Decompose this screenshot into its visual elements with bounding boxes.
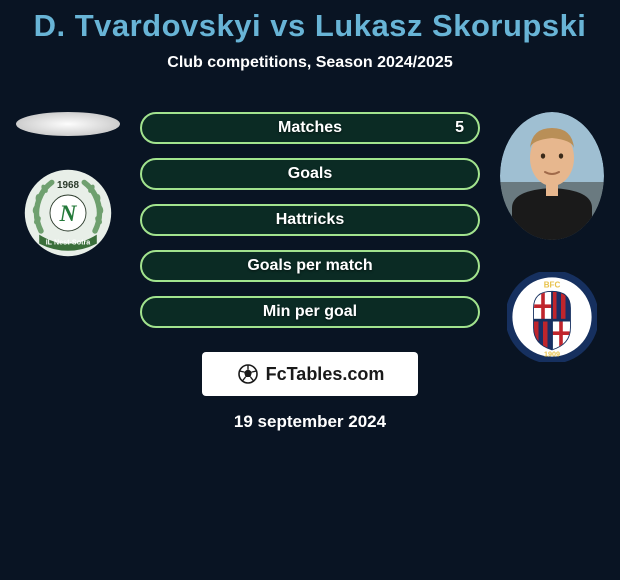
club-year: 1909: [544, 350, 560, 359]
player-left-column: 1968 N IL Nest-Sotra: [8, 112, 128, 258]
stat-label: Goals: [288, 165, 332, 183]
bologna-badge-icon: BFC 1909: [507, 272, 597, 362]
player-left-avatar-placeholder: [16, 112, 120, 136]
nest-sotra-badge-icon: 1968 N IL Nest-Sotra: [23, 168, 113, 258]
club-letter: N: [59, 201, 78, 227]
stat-value-right: 5: [455, 119, 464, 137]
stat-bar: Goals per match: [140, 250, 480, 282]
title-text: D. Tvardovskyi vs Lukasz Skorupski: [34, 8, 587, 43]
attribution-text: FcTables.com: [266, 364, 385, 385]
player-right-column: BFC 1909: [492, 112, 612, 362]
club-initials: BFC: [544, 280, 561, 289]
stat-bar: Hattricks: [140, 204, 480, 236]
player-right-avatar: [500, 112, 604, 240]
stat-bar: Goals: [140, 158, 480, 190]
player-portrait-icon: [500, 112, 604, 240]
player-right-club-badge: BFC 1909: [507, 272, 597, 362]
stat-bars: Matches 5 Goals Hattricks Goals per match Min…: [140, 112, 480, 328]
stat-label: Matches: [278, 119, 342, 137]
stat-label: Hattricks: [276, 211, 344, 229]
stat-label: Goals per match: [247, 257, 372, 275]
soccer-ball-icon: [236, 362, 260, 386]
club-year: 1968: [57, 180, 79, 191]
stat-bar: Matches 5: [140, 112, 480, 144]
stat-bar: Min per goal: [140, 296, 480, 328]
stat-label: Min per goal: [263, 303, 357, 321]
club-name-ribbon: IL Nest-Sotra: [46, 238, 92, 247]
player-left-club-badge: 1968 N IL Nest-Sotra: [23, 168, 113, 258]
attribution-badge: FcTables.com: [202, 352, 418, 396]
comparison-title: D. Tvardovskyi vs Lukasz Skorupski: [0, 0, 620, 44]
comparison-subtitle: Club competitions, Season 2024/2025: [0, 54, 620, 72]
date-text: 19 september 2024: [0, 412, 620, 432]
comparison-body: 1968 N IL Nest-Sotra Matches 5 Goals Hattri…: [0, 112, 620, 328]
